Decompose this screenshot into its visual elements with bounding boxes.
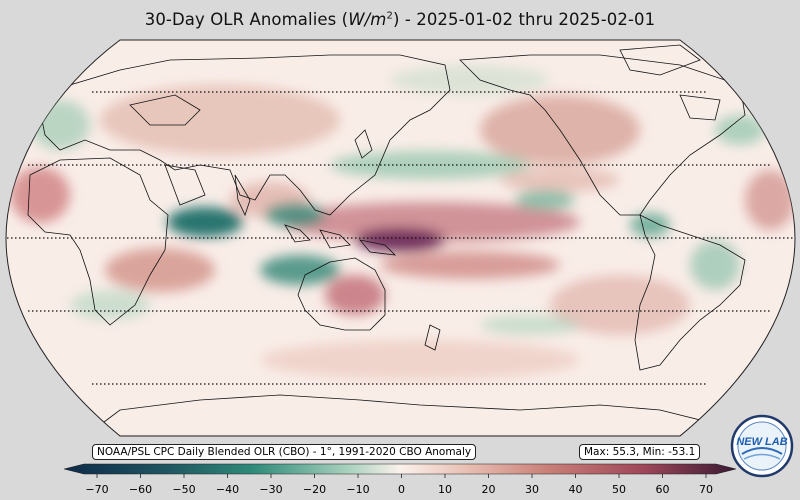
positive-anomaly-max bbox=[355, 228, 445, 252]
colorbar-tick-label: 60 bbox=[655, 483, 670, 496]
north-america-coast bbox=[459, 54, 746, 216]
colorbar bbox=[63, 463, 737, 478]
colorbar-tick-label: −40 bbox=[215, 483, 240, 496]
stats-label: Max: 55.3, Min: -53.1 bbox=[579, 444, 701, 460]
latitude-lines bbox=[7, 91, 793, 385]
colorbar-tick-label: 0 bbox=[398, 483, 405, 496]
page-title: 30-Day OLR Anomalies (W/m2) - 2025-01-02… bbox=[144, 10, 656, 29]
colorbar-tick-label: −70 bbox=[85, 483, 109, 496]
negative-anomaly-indian-ocean bbox=[167, 207, 243, 237]
positive-anomaly-tropical-pacific bbox=[280, 202, 580, 242]
colorbar-tick-label: 50 bbox=[612, 483, 626, 496]
lab-logo: NEW LAB bbox=[730, 414, 794, 478]
colorbar-tick-label: 30 bbox=[525, 483, 539, 496]
colorbar-tick-label: −30 bbox=[259, 483, 283, 496]
australia-coast bbox=[297, 257, 386, 331]
colorbar-tick-label: 40 bbox=[568, 483, 583, 496]
colorbar-tick-label: −20 bbox=[302, 483, 327, 496]
logo-text: NEW LAB bbox=[736, 436, 787, 448]
colorbar-tick-label: −50 bbox=[172, 483, 196, 496]
colorbar-tick-label: 20 bbox=[481, 483, 496, 496]
eurasia-coast bbox=[39, 54, 451, 216]
south-america-coast bbox=[634, 214, 746, 371]
colorbar-tick-label: −10 bbox=[346, 483, 370, 496]
colorbar-tick-label: 70 bbox=[699, 483, 713, 496]
source-label: NOAA/PSL CPC Daily Blended OLR (CBO) - 1… bbox=[92, 444, 477, 460]
anomaly-field bbox=[10, 65, 795, 380]
colorbar-tick-label: 10 bbox=[438, 483, 452, 496]
colorbar-tick-label: −60 bbox=[128, 483, 153, 496]
coastlines bbox=[27, 44, 746, 436]
africa-coast bbox=[27, 157, 169, 326]
antarctica-coast bbox=[99, 394, 701, 436]
